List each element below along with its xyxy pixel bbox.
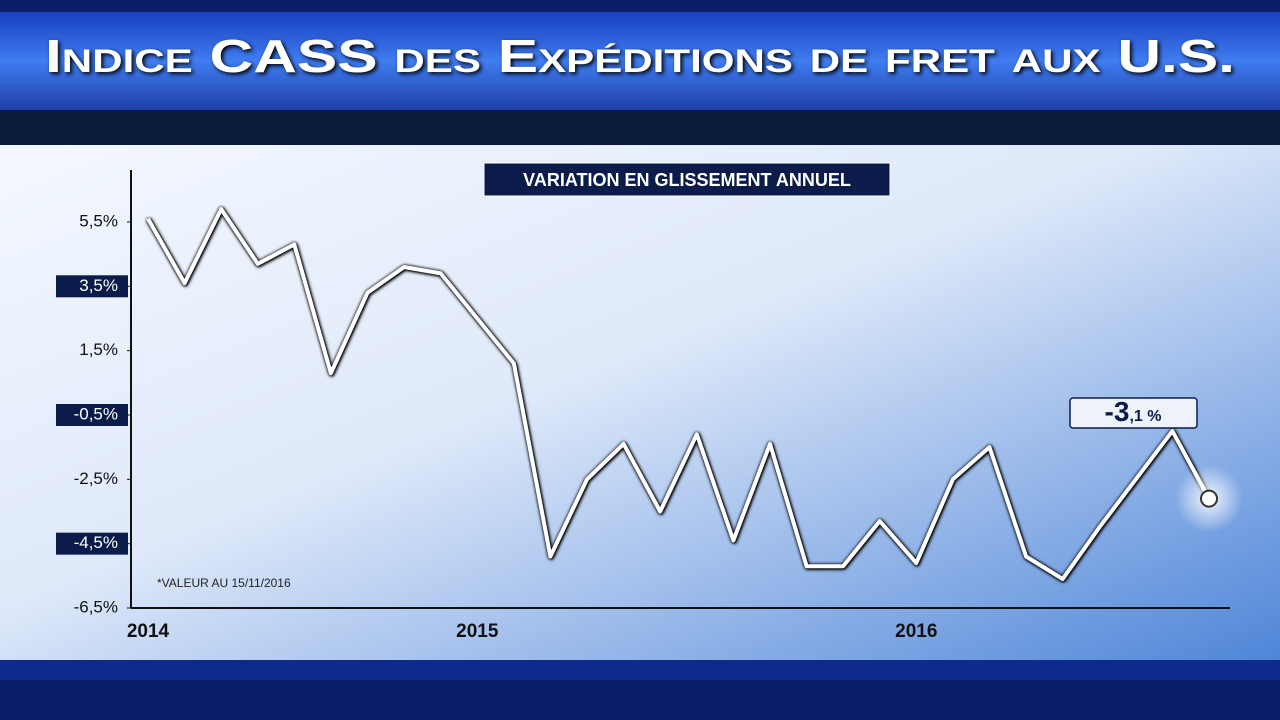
dark-band xyxy=(0,110,1280,145)
y-tick-label: 5,5% xyxy=(79,211,118,230)
chart-title: Indice CASS des Expéditions de fret aux … xyxy=(45,30,1235,82)
end-point xyxy=(1200,489,1218,508)
y-tick-label: 3,5% xyxy=(79,276,118,295)
annotation-main: -3 xyxy=(1105,396,1130,427)
footnote: *VALEUR AU 15/11/2016 xyxy=(157,576,291,590)
y-tick-label: 1,5% xyxy=(79,340,118,359)
tick-highlight xyxy=(56,403,128,426)
y-tick-label: -0,5% xyxy=(74,404,118,423)
x-tick-label: 2015 xyxy=(456,621,499,642)
bottom-band xyxy=(0,660,1280,680)
annotation-box xyxy=(1069,397,1198,429)
line xyxy=(146,207,1211,581)
y-tick-label: -2,5% xyxy=(74,469,118,488)
x-tick-label: 2016 xyxy=(895,621,937,642)
y-tick-label: -4,5% xyxy=(74,533,118,552)
subtitle: VARIATION EN GLISSEMENT ANNUEL xyxy=(523,170,851,190)
y-tick-label: -6,5% xyxy=(74,597,118,616)
annotation: -3,1 % xyxy=(1105,396,1162,427)
tick-highlight xyxy=(56,532,128,555)
subtitle-box xyxy=(483,162,891,197)
title-band xyxy=(0,12,1280,110)
tick-highlight xyxy=(56,275,128,298)
x-tick-label: 2014 xyxy=(127,621,170,642)
annotation-decimal: ,1 % xyxy=(1129,408,1161,425)
